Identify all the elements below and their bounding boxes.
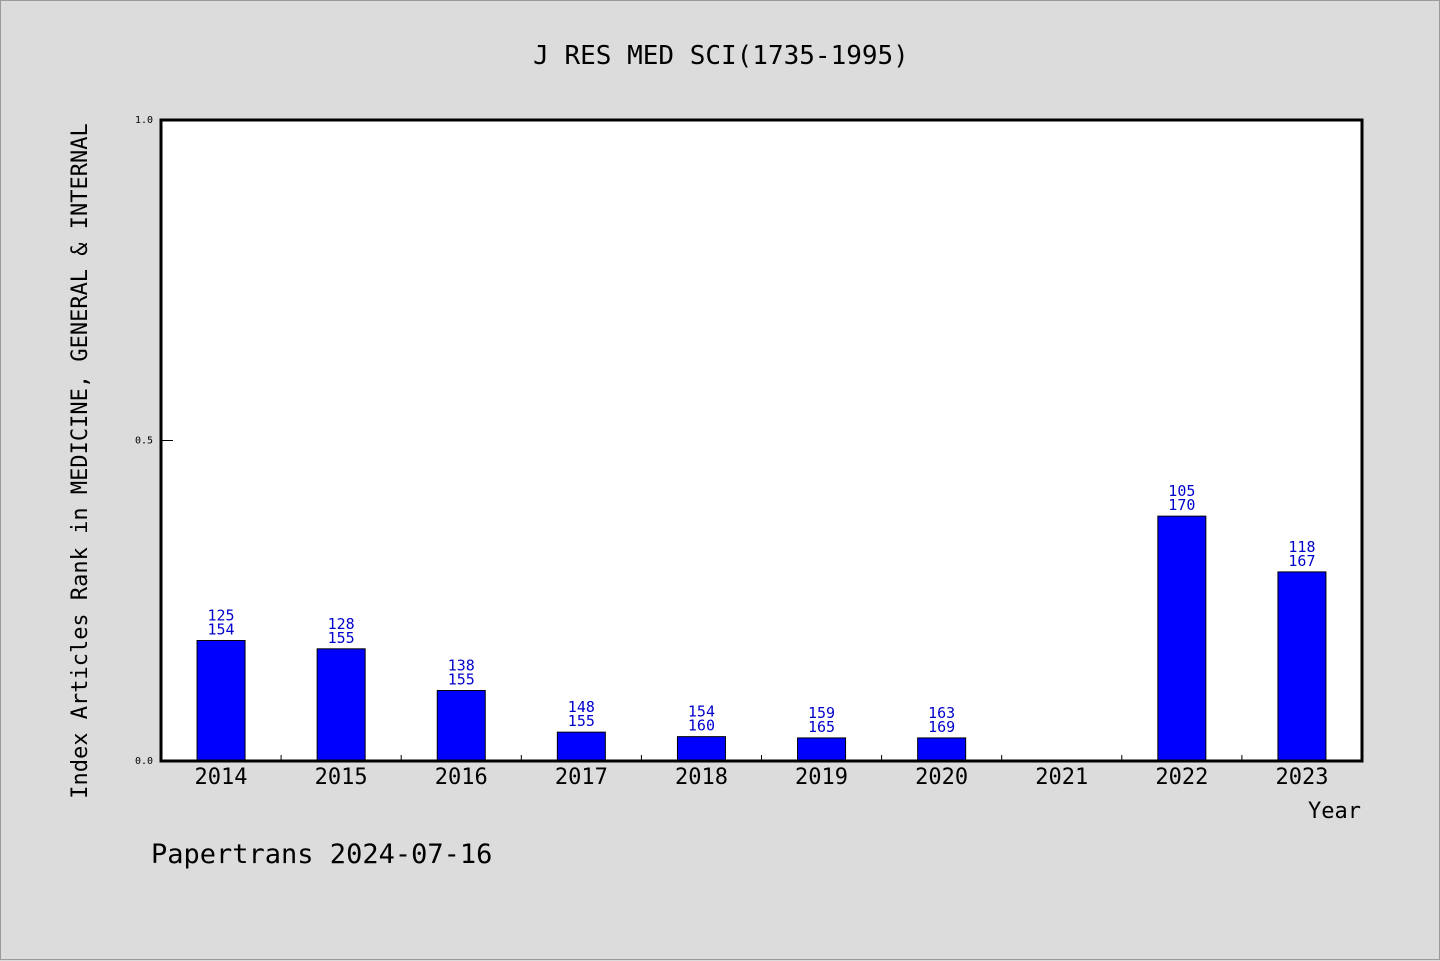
data-label-rank: 159 bbox=[808, 704, 835, 722]
x-tick-label: 2021 bbox=[1035, 765, 1088, 790]
x-tick-label: 2017 bbox=[555, 765, 608, 790]
x-tick-label: 2022 bbox=[1155, 765, 1208, 790]
bar-2022 bbox=[1157, 515, 1207, 762]
data-label-total: 154 bbox=[208, 620, 235, 638]
data-label-rank: 105 bbox=[1168, 482, 1195, 500]
bars-group bbox=[196, 515, 1327, 762]
y-tick-label: 1.0 bbox=[135, 115, 153, 126]
footer-credit: Papertrans 2024-07-16 bbox=[151, 839, 492, 870]
bar-2016 bbox=[436, 689, 486, 762]
bar-2019 bbox=[797, 737, 847, 762]
x-tick-label: 2016 bbox=[435, 765, 488, 790]
data-label-rank: 138 bbox=[448, 656, 475, 674]
x-axis-ticks: 2014 2015 2016 2017 2018 2019 2020 2021 2022 2023 bbox=[195, 755, 1328, 790]
bar-2017 bbox=[556, 731, 606, 762]
bar-2023 bbox=[1277, 571, 1327, 762]
data-label-total: 155 bbox=[568, 712, 595, 730]
x-tick-label: 2023 bbox=[1275, 765, 1328, 790]
data-label-rank: 154 bbox=[688, 703, 715, 721]
data-label-rank: 128 bbox=[328, 615, 355, 633]
bar-2020 bbox=[917, 737, 967, 762]
x-tick-label: 2018 bbox=[675, 765, 728, 790]
data-label-rank: 148 bbox=[568, 698, 595, 716]
x-tick-label: 2020 bbox=[915, 765, 968, 790]
x-tick-label: 2014 bbox=[195, 765, 248, 790]
data-label-total: 170 bbox=[1168, 496, 1195, 514]
x-tick-label: 2015 bbox=[315, 765, 368, 790]
plot-border bbox=[159, 118, 1364, 763]
y-tick-label: 0.5 bbox=[135, 436, 153, 447]
data-label-total: 160 bbox=[688, 717, 715, 735]
x-axis-label: Year bbox=[1308, 799, 1361, 824]
data-label-total: 155 bbox=[328, 629, 355, 647]
y-tick-label: 0.0 bbox=[135, 756, 153, 767]
data-label-total: 155 bbox=[448, 670, 475, 688]
data-label-rank: 125 bbox=[208, 606, 235, 624]
data-label-total: 167 bbox=[1288, 552, 1315, 570]
data-label-total: 165 bbox=[808, 718, 835, 736]
x-tick-label: 2019 bbox=[795, 765, 848, 790]
chart-title: J RES MED SCI(1735-1995) bbox=[533, 41, 909, 71]
y-axis-label: Index Articles Rank in MEDICINE, GENERAL… bbox=[68, 123, 93, 799]
bar-2018 bbox=[676, 736, 726, 762]
bar-2015 bbox=[316, 648, 366, 762]
data-label-total: 169 bbox=[928, 718, 955, 736]
data-label-rank: 118 bbox=[1288, 538, 1315, 556]
data-label-rank: 163 bbox=[928, 704, 955, 722]
bar-2014 bbox=[196, 639, 246, 762]
